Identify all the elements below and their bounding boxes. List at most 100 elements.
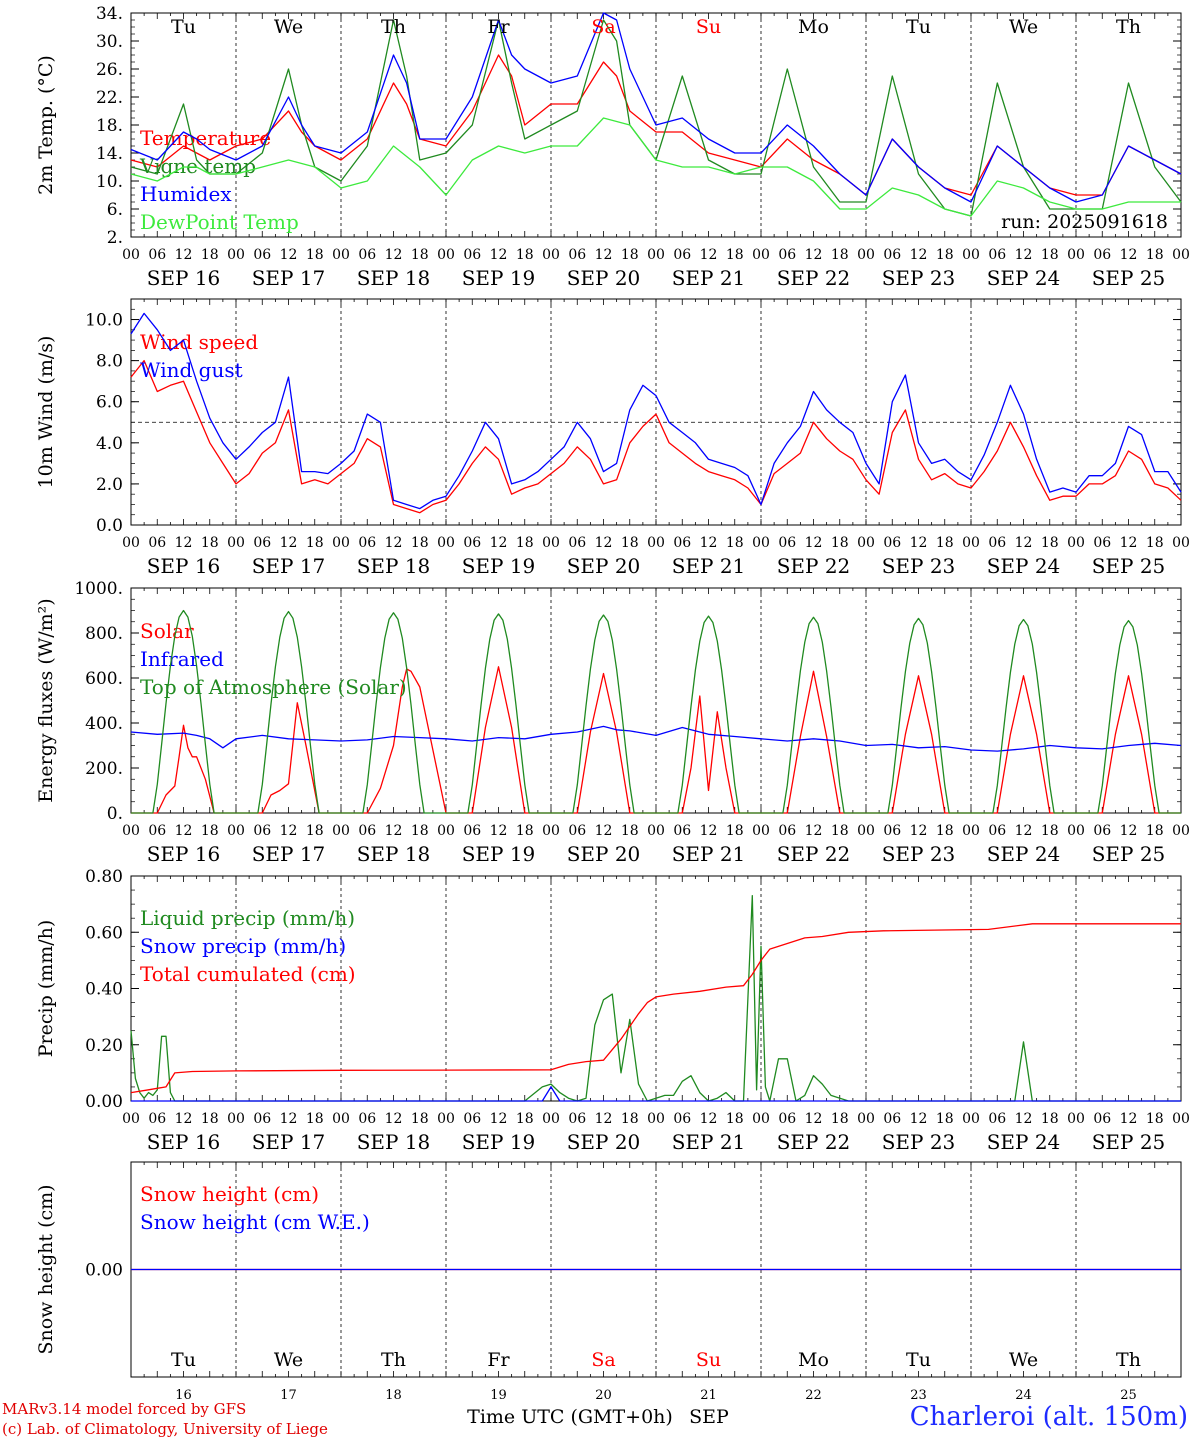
hour-label: 06	[358, 247, 376, 263]
hour-label: 18	[1041, 1111, 1059, 1127]
hour-label: 12	[700, 535, 718, 551]
hour-label: 12	[910, 823, 928, 839]
y-tick-label: 800.	[85, 624, 123, 644]
hour-label: 06	[673, 247, 691, 263]
date-label: SEP 16	[147, 1130, 221, 1154]
hour-label: 06	[358, 1111, 376, 1127]
date-label: SEP 18	[357, 842, 431, 866]
hour-label: 12	[385, 247, 403, 263]
hour-label: 18	[726, 1111, 744, 1127]
day-name: Th	[381, 1349, 406, 1371]
hour-label: 18	[516, 535, 534, 551]
hour-label: 18	[936, 1111, 954, 1127]
hour-label: 00	[647, 247, 665, 263]
series-line-dewpoint-temp	[130, 117, 1181, 217]
day-number: 16	[175, 1388, 192, 1403]
date-label: SEP 22	[777, 1130, 851, 1154]
station-name: Charleroi (alt. 150m)	[909, 1402, 1188, 1432]
y-tick-label: 22.	[96, 88, 123, 108]
panel-wind: 10.0 8.0 6.0 4.0 2.0 0.0 10m Wind (m/s) Wind sp…	[35, 298, 1190, 578]
date-label: SEP 20	[567, 266, 641, 290]
hour-label: 00	[1067, 247, 1085, 263]
hour-label: 06	[673, 535, 691, 551]
day-number: 22	[805, 1388, 822, 1403]
hour-label: 12	[1120, 1111, 1138, 1127]
x-axis-label: Time UTC (GMT+0h)	[467, 1406, 673, 1428]
hour-label: 00	[857, 1111, 875, 1127]
date-label: SEP 17	[252, 266, 326, 290]
day-name: Th	[381, 16, 406, 38]
series-line-snow-precip-mm-h	[131, 1086, 1181, 1102]
hour-label: 18	[726, 823, 744, 839]
hour-label: 12	[1015, 247, 1033, 263]
hour-label: 06	[673, 823, 691, 839]
date-label: SEP 16	[147, 554, 221, 578]
legend-entry: Snow height (cm)	[140, 1182, 319, 1206]
hour-label: 12	[280, 1111, 298, 1127]
hour-label: 00	[227, 535, 245, 551]
date-label: SEP 21	[672, 842, 746, 866]
date-label: SEP 25	[1092, 842, 1166, 866]
hour-label: 18	[201, 535, 219, 551]
hour-label: 12	[805, 1111, 823, 1127]
y-tick-label: 0.40	[85, 980, 123, 1000]
hour-label: 18	[936, 823, 954, 839]
day-name: Sa	[591, 16, 615, 38]
series-line-humidex	[130, 12, 1182, 203]
legend-entry: Wind speed	[140, 330, 258, 354]
hour-label: 12	[1015, 823, 1033, 839]
hour-label: 18	[306, 247, 324, 263]
hour-label: 18	[411, 823, 429, 839]
hour-label: 00	[1067, 823, 1085, 839]
day-name: Tu	[171, 16, 196, 38]
y-tick-label: 1000.	[74, 579, 123, 599]
y-tick-label: 4.0	[96, 434, 123, 454]
hour-label: 06	[988, 1111, 1006, 1127]
series-line-vigne-temp	[130, 19, 1182, 217]
hour-label: 18	[201, 1111, 219, 1127]
hour-label: 18	[936, 247, 954, 263]
month-label: SEP	[689, 1406, 729, 1428]
hour-label: 00	[437, 535, 455, 551]
date-label: SEP 25	[1092, 554, 1166, 578]
y-tick-label: 0.00	[85, 1261, 123, 1281]
hour-label: 00	[962, 535, 980, 551]
date-label: SEP 20	[567, 554, 641, 578]
hour-label: 00	[122, 247, 140, 263]
hour-label: 06	[148, 1111, 166, 1127]
hour-label: 12	[910, 535, 928, 551]
hour-label: 00	[542, 247, 560, 263]
hour-label: 12	[175, 535, 193, 551]
hour-label: 12	[1120, 823, 1138, 839]
legend-entry: Vigne temp	[139, 154, 256, 178]
hour-label: 18	[726, 535, 744, 551]
hour-label: 12	[280, 823, 298, 839]
y-axis-label: 2m Temp. (°C)	[35, 55, 57, 195]
hour-label: 18	[831, 823, 849, 839]
y-tick-label: 10.	[96, 172, 123, 192]
date-label: SEP 20	[567, 842, 641, 866]
hour-label: 06	[778, 1111, 796, 1127]
hour-label: 00	[332, 823, 350, 839]
hour-label: 06	[1093, 535, 1111, 551]
hour-label: 06	[1093, 823, 1111, 839]
date-label: SEP 25	[1092, 266, 1166, 290]
hour-label: 00	[437, 823, 455, 839]
hour-label: 00	[227, 247, 245, 263]
date-label: SEP 18	[357, 554, 431, 578]
hour-label: 00	[1067, 535, 1085, 551]
legend-entry: Top of Atmosphere (Solar)	[140, 675, 407, 699]
y-axis-label: 10m Wind (m/s)	[35, 336, 57, 489]
series-line-wind-speed	[130, 359, 1182, 514]
hour-label: 06	[358, 823, 376, 839]
hour-label: 00	[1172, 247, 1190, 263]
y-tick-label: 10.0	[85, 311, 123, 331]
hour-label: 18	[831, 247, 849, 263]
hour-label: 00	[332, 247, 350, 263]
day-name: Tu	[906, 1349, 931, 1371]
legend-entry: DewPoint Temp	[140, 210, 299, 234]
hour-label: 12	[1015, 1111, 1033, 1127]
date-label: SEP 21	[672, 1130, 746, 1154]
hour-label: 00	[122, 823, 140, 839]
date-label: SEP 23	[882, 1130, 956, 1154]
